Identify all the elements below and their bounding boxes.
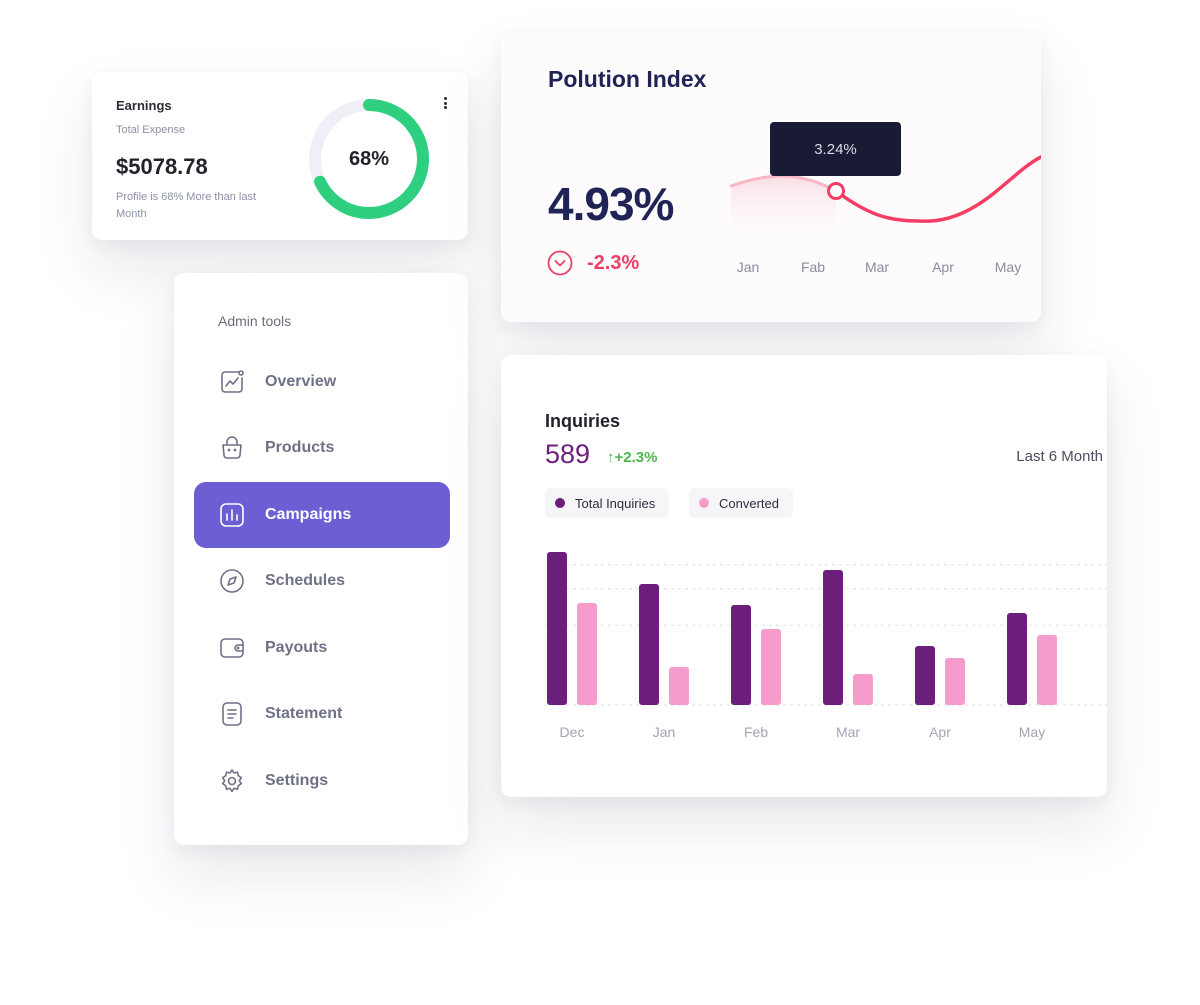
polution-area-fill [731, 176, 836, 237]
earnings-subtitle: Total Expense [116, 124, 186, 136]
progress-ring-label: 68% [348, 147, 390, 170]
nav-item-label: Schedules [265, 572, 346, 589]
nav-item-label: Products [265, 439, 335, 456]
nav-item-label: Statement [265, 705, 343, 722]
nav-item-overview[interactable]: Overview [194, 349, 450, 415]
legend-dot [555, 498, 565, 508]
x-tick-label: Apr [929, 724, 951, 740]
compass-icon [218, 567, 246, 595]
earnings-title: Earnings [116, 98, 172, 113]
polution-line-chart: Jan Fab Mar Apr May [729, 155, 1041, 275]
inquiries-title: Inquiries [545, 411, 621, 431]
kebab-icon[interactable] [438, 94, 452, 112]
legend-label: Total Inquiries [575, 495, 656, 511]
legend-dot [699, 498, 709, 508]
bar-chart-icon [218, 501, 246, 529]
inquiries-growth: ↑+2.3% [607, 449, 658, 466]
polution-line-faded [729, 174, 838, 193]
bar-total-inquiries[interactable] [639, 584, 659, 705]
nav-item-payouts[interactable]: Payouts [194, 615, 450, 681]
inquiries-total: 589 [545, 439, 591, 469]
bar-converted[interactable] [669, 667, 689, 705]
polution-title: Polution Index [548, 66, 707, 92]
nav-item-settings[interactable]: Settings [194, 748, 450, 814]
admin-tools-panel: Admin tools Overview Products [174, 273, 468, 845]
bar-converted[interactable] [853, 674, 873, 705]
nav-item-campaigns[interactable]: Campaigns [194, 482, 450, 548]
earnings-note: Profile is 68% More than last Month [116, 191, 257, 220]
chart-tooltip: 3.24% [770, 122, 901, 176]
polution-line [834, 155, 1041, 223]
inquiries-card: Inquiries 589 ↑+2.3% Last 6 Month Total … [501, 355, 1107, 797]
bar-total-inquiries[interactable] [823, 570, 843, 705]
period-selector[interactable]: Last 6 Month [1016, 448, 1103, 465]
legend-converted[interactable]: Converted [689, 488, 793, 518]
bar-total-inquiries[interactable] [915, 646, 935, 705]
document-icon [218, 700, 246, 728]
month-label: May [995, 259, 1021, 275]
polution-marker [827, 182, 845, 200]
month-label: Jan [737, 259, 760, 275]
nav-item-label: Overview [265, 373, 337, 390]
x-tick-label: May [1019, 724, 1045, 740]
x-tick-label: Dec [560, 724, 585, 740]
nav-item-label: Settings [265, 772, 329, 789]
shopping-bag-icon [218, 434, 246, 462]
bar-total-inquiries[interactable] [1007, 613, 1027, 705]
progress-ring [309, 99, 429, 219]
admin-tools-heading: Admin tools [218, 313, 292, 329]
bar-converted[interactable] [1037, 635, 1057, 705]
wallet-icon [218, 634, 246, 662]
polution-index-card: Jan Fab Mar Apr May Polution Index 4.93% -2.… [501, 32, 1041, 322]
polution-value: 4.93% [548, 178, 674, 230]
nav-item-label: Campaigns [265, 506, 352, 523]
bar-total-inquiries[interactable] [731, 605, 751, 705]
bar-converted[interactable] [945, 658, 965, 705]
month-label: Fab [801, 259, 825, 275]
bar-converted[interactable] [761, 629, 781, 705]
legend-label: Converted [719, 495, 779, 511]
bar-converted[interactable] [577, 603, 597, 705]
bar-total-inquiries[interactable] [547, 552, 567, 705]
x-tick-label: Mar [836, 724, 860, 740]
progress-ring-fill [309, 99, 429, 219]
polution-change: -2.3% [587, 252, 640, 274]
nav-item-label: Payouts [265, 639, 328, 656]
gear-icon [218, 767, 246, 795]
month-label: Apr [932, 259, 954, 275]
nav-item-schedules[interactable]: Schedules [194, 548, 450, 614]
nav-item-products[interactable]: Products [194, 415, 450, 481]
earnings-amount: $5078.78 [116, 154, 208, 179]
chevron-down-circle-icon [547, 250, 573, 276]
inquiries-bar-chart: Dec Jan Feb Mar Apr May [545, 552, 1107, 740]
nav-item-statement[interactable]: Statement [194, 681, 450, 747]
month-label: Mar [865, 259, 889, 275]
x-tick-label: Feb [744, 724, 768, 740]
legend-total-inquiries[interactable]: Total Inquiries [545, 488, 670, 518]
chart-trend-icon [218, 368, 246, 396]
x-tick-label: Jan [653, 724, 676, 740]
earnings-card: Earnings Total Expense $5078.78 Profile … [92, 72, 468, 240]
